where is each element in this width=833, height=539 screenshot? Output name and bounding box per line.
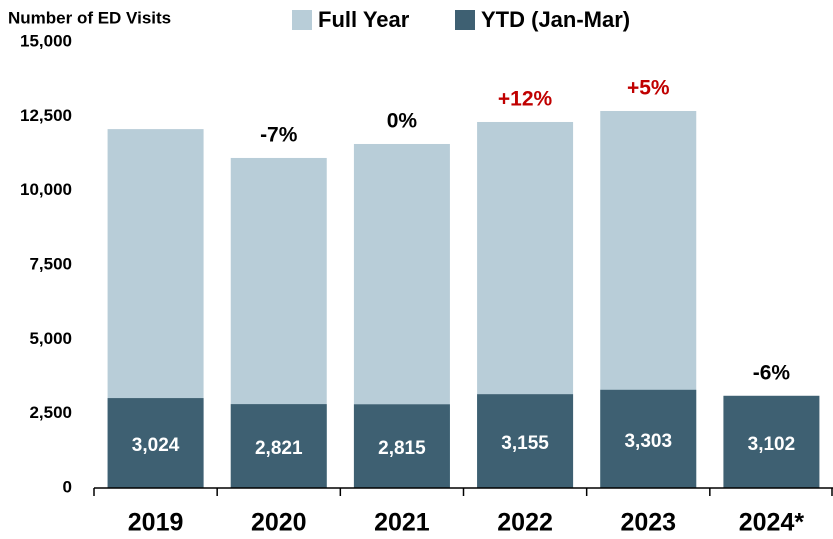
x-tick-label: 2023: [620, 509, 676, 537]
y-tick-label: 12,500: [20, 106, 72, 125]
y-tick-label: 0: [63, 477, 72, 496]
x-tick-label: 2020: [251, 509, 307, 537]
annotation: -6%: [753, 361, 791, 384]
value-label: 2,815: [378, 438, 426, 459]
bar: [353, 404, 450, 488]
bar: [107, 398, 204, 488]
x-tick-label: 2019: [128, 509, 184, 537]
value-label: 3,024: [132, 435, 180, 456]
annotation: +5%: [627, 77, 670, 100]
legend-swatch: [292, 10, 312, 30]
value-label: 3,155: [501, 433, 549, 454]
bar: [230, 404, 327, 488]
y-axis-title: Number of ED Visits: [8, 8, 171, 27]
legend-label: YTD (Jan-Mar): [481, 7, 630, 32]
x-tick-label: 2021: [374, 509, 430, 537]
legend-swatch: [455, 10, 475, 30]
y-tick-label: 10,000: [20, 180, 72, 199]
value-label: 3,102: [748, 434, 796, 455]
annotation: +12%: [498, 88, 553, 111]
bar: [477, 394, 574, 488]
y-tick-label: 7,500: [29, 254, 72, 273]
y-tick-label: 2,500: [29, 403, 72, 422]
value-label: 2,821: [255, 438, 303, 459]
bar: [600, 389, 697, 488]
y-tick-label: 5,000: [29, 329, 72, 348]
bar: [723, 395, 820, 488]
value-label: 3,303: [624, 431, 672, 452]
y-tick-label: 15,000: [20, 31, 72, 50]
x-tick-label: 2022: [497, 509, 553, 537]
annotation: 0%: [387, 110, 418, 133]
annotation: -7%: [260, 124, 298, 147]
legend-label: Full Year: [318, 7, 410, 32]
x-tick-label: 2024*: [739, 509, 805, 537]
